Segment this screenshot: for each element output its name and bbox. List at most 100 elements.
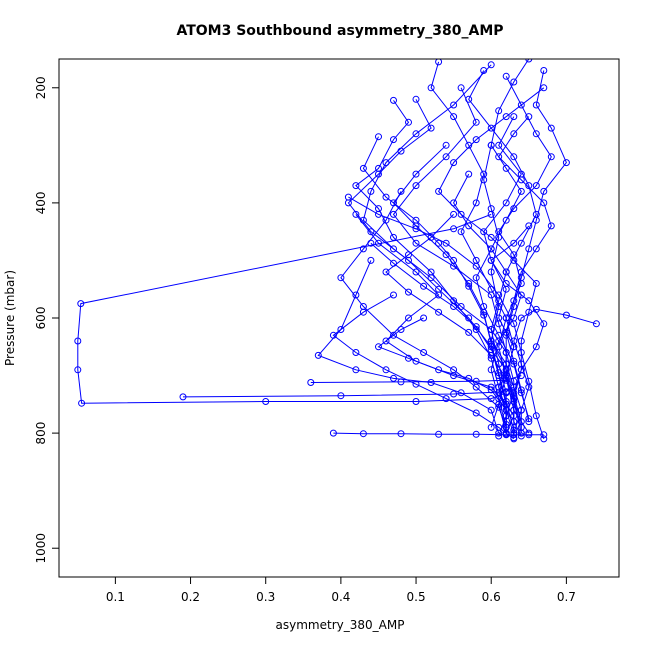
- data-point: [532, 130, 540, 138]
- data-point: [390, 199, 397, 207]
- data-point: [359, 308, 367, 316]
- x-tick-label: 0.7: [557, 590, 576, 604]
- series-14: [352, 96, 510, 420]
- data-point: [495, 369, 503, 377]
- data-point: [510, 431, 518, 439]
- data-point: [472, 409, 480, 417]
- data-point: [487, 366, 495, 374]
- data-point: [525, 308, 533, 316]
- data-point: [375, 343, 382, 351]
- data-point: [450, 372, 458, 380]
- data-point: [487, 245, 495, 253]
- data-point: [472, 256, 480, 264]
- data-point: [525, 429, 533, 437]
- series-line: [498, 70, 567, 435]
- series-13: [344, 193, 548, 443]
- data-point: [510, 435, 518, 443]
- data-point: [450, 113, 458, 121]
- data-point: [412, 222, 420, 230]
- data-point: [540, 67, 548, 74]
- data-point: [517, 386, 525, 394]
- data-point: [435, 187, 443, 195]
- series-6: [307, 372, 525, 386]
- series-22: [367, 239, 525, 426]
- data-point: [179, 393, 187, 401]
- data-point: [397, 430, 405, 438]
- y-tick-label: 600: [34, 307, 48, 330]
- data-point: [450, 390, 458, 398]
- y-axis-label: Pressure (mbar): [3, 270, 17, 366]
- data-point: [562, 159, 570, 167]
- data-point: [435, 239, 443, 247]
- data-point: [487, 406, 495, 414]
- data-point: [397, 187, 405, 195]
- series-line: [498, 116, 552, 422]
- data-point: [465, 170, 473, 178]
- data-point: [450, 210, 458, 218]
- data-point: [397, 326, 405, 333]
- series-line: [392, 144, 515, 431]
- data-point: [420, 314, 428, 322]
- series-26: [329, 291, 518, 443]
- data-point: [592, 320, 600, 328]
- data-point: [510, 153, 518, 161]
- data-point: [562, 311, 570, 319]
- data-point: [495, 395, 503, 403]
- data-point: [420, 282, 428, 290]
- y-tick-label: 400: [34, 191, 48, 214]
- data-point: [262, 398, 270, 405]
- data-point: [465, 314, 473, 322]
- data-point: [390, 210, 397, 218]
- data-point: [390, 233, 397, 241]
- data-point: [487, 268, 495, 276]
- data-point: [487, 210, 495, 218]
- series-line: [490, 225, 545, 437]
- data-point: [487, 285, 495, 293]
- data-point: [525, 59, 533, 63]
- data-point: [450, 262, 458, 270]
- series-line: [362, 136, 522, 434]
- data-point: [517, 291, 525, 299]
- series-29: [375, 314, 518, 439]
- series-5: [179, 383, 518, 401]
- data-point: [390, 136, 397, 144]
- data-point: [359, 430, 367, 438]
- chart-title: ATOM3 Southbound asymmetry_380_AMP: [176, 23, 503, 39]
- data-point: [525, 222, 533, 230]
- data-point: [405, 118, 412, 126]
- data-point: [412, 182, 420, 190]
- series-line: [332, 294, 515, 440]
- data-point: [517, 101, 525, 109]
- data-point: [465, 222, 473, 230]
- x-tick-label: 0.1: [106, 590, 125, 604]
- data-point: [74, 337, 82, 345]
- data-point: [547, 153, 555, 161]
- data-point: [442, 153, 450, 161]
- data-point: [367, 239, 375, 247]
- data-point: [412, 239, 420, 247]
- data-point: [510, 251, 518, 259]
- data-point: [329, 331, 337, 339]
- data-point: [382, 216, 390, 224]
- data-point: [382, 159, 390, 167]
- data-point: [457, 84, 465, 92]
- x-tick-label: 0.3: [256, 590, 275, 604]
- series-28: [495, 113, 555, 426]
- data-point: [405, 288, 412, 296]
- data-point: [329, 429, 337, 437]
- series-line: [348, 196, 545, 440]
- plot-frame: [58, 58, 620, 578]
- data-point: [412, 268, 420, 276]
- data-point: [307, 379, 315, 386]
- x-axis-label: asymmetry_380_AMP: [276, 618, 405, 632]
- data-point: [532, 343, 540, 351]
- data-point: [502, 423, 510, 431]
- data-point: [442, 239, 450, 247]
- data-point: [359, 164, 367, 172]
- data-point: [375, 133, 382, 141]
- data-point: [532, 101, 540, 109]
- data-point: [517, 366, 525, 374]
- data-point: [442, 251, 450, 259]
- data-point: [465, 95, 473, 103]
- data-point: [352, 210, 360, 218]
